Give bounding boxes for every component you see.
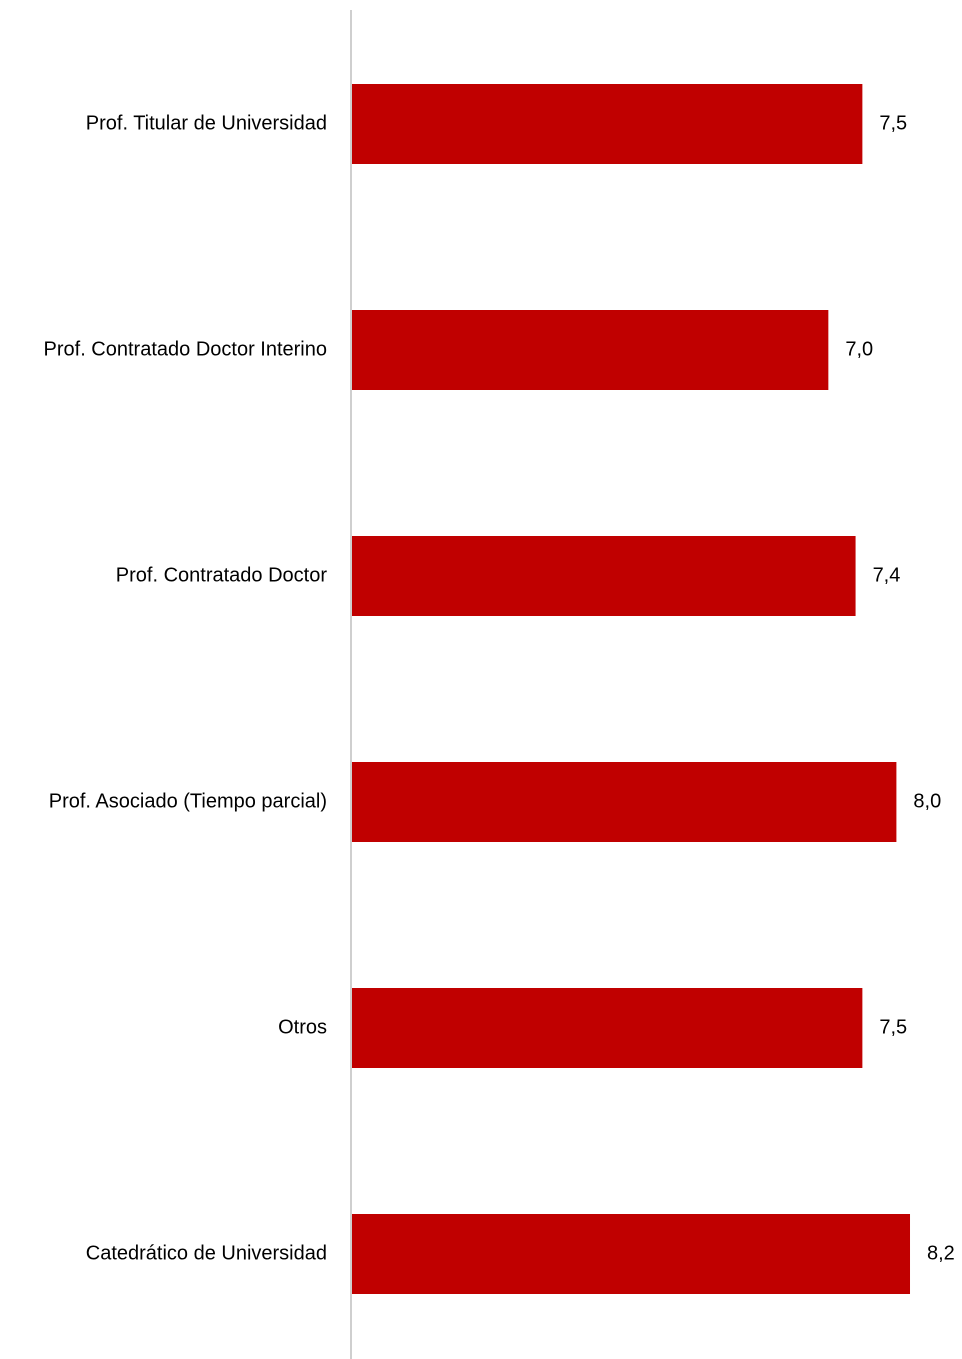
category-label-5: Otros [278, 1016, 327, 1038]
bar-2 [352, 310, 829, 390]
category-label-1: Prof. Titular de Universidad [86, 112, 327, 134]
bar-4 [352, 762, 897, 842]
bar-1 [352, 84, 863, 164]
bar-3 [352, 536, 856, 616]
category-label-6: Catedrático de Universidad [86, 1242, 327, 1264]
bars-layer [352, 84, 911, 1294]
value-label-2: 7,0 [845, 338, 873, 360]
category-label-2: Prof. Contratado Doctor Interino [44, 338, 327, 360]
value-label-6: 8,2 [927, 1242, 955, 1264]
bar-5 [352, 988, 863, 1068]
labels-layer: Prof. Titular de Universidad 7,5 Prof. Con… [44, 112, 955, 1264]
value-label-4: 8,0 [913, 790, 941, 812]
bar-6 [352, 1214, 911, 1294]
category-label-3: Prof. Contratado Doctor [116, 564, 328, 586]
category-label-4: Prof. Asociado (Tiempo parcial) [49, 790, 327, 812]
value-label-3: 7,4 [873, 564, 901, 586]
value-label-1: 7,5 [879, 112, 907, 134]
value-label-5: 7,5 [879, 1016, 907, 1038]
